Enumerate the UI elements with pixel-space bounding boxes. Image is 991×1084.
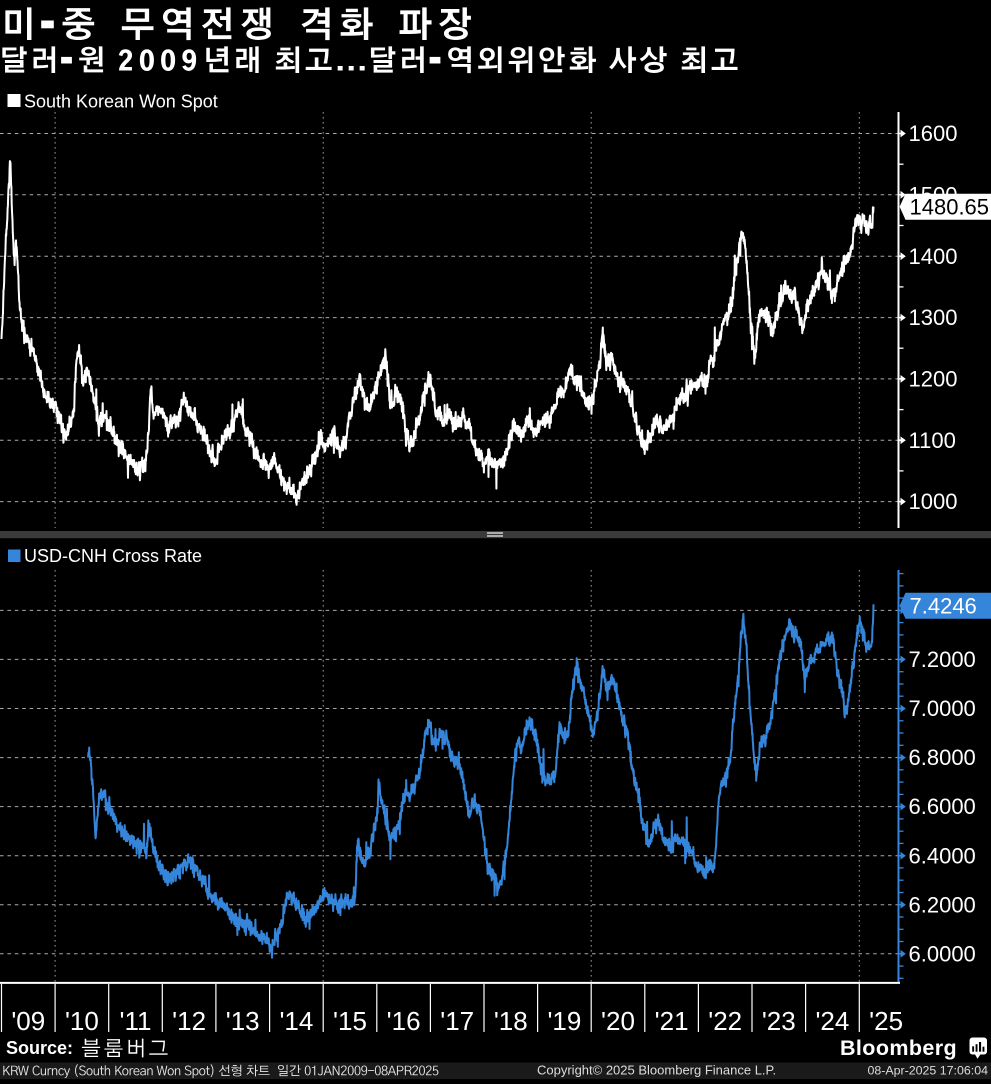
svg-text:'25: '25 bbox=[869, 1006, 903, 1036]
svg-text:'18: '18 bbox=[494, 1006, 528, 1036]
svg-text:'17: '17 bbox=[440, 1006, 474, 1036]
svg-text:'22: '22 bbox=[708, 1006, 742, 1036]
svg-text:'09: '09 bbox=[11, 1006, 45, 1036]
svg-text:6.2000: 6.2000 bbox=[909, 892, 976, 917]
svg-text:1200: 1200 bbox=[909, 367, 958, 392]
svg-text:Bloomberg: Bloomberg bbox=[840, 1036, 957, 1060]
svg-text:1600: 1600 bbox=[909, 121, 958, 146]
svg-text:Copyright© 2025 Bloomberg Fina: Copyright© 2025 Bloomberg Finance L.P. bbox=[537, 1063, 776, 1078]
svg-text:'15: '15 bbox=[333, 1006, 367, 1036]
svg-text:6.6000: 6.6000 bbox=[909, 794, 976, 819]
svg-text:'11: '11 bbox=[120, 1006, 152, 1036]
svg-text:7.2000: 7.2000 bbox=[909, 647, 976, 672]
svg-text:'19: '19 bbox=[547, 1006, 581, 1036]
svg-text:'10: '10 bbox=[65, 1006, 99, 1036]
svg-text:1400: 1400 bbox=[909, 244, 958, 269]
svg-text:6.4000: 6.4000 bbox=[909, 843, 976, 868]
svg-text:08-Apr-2025 17:06:04: 08-Apr-2025 17:06:04 bbox=[867, 1064, 988, 1078]
svg-text:South Korean Won Spot: South Korean Won Spot bbox=[24, 92, 218, 112]
svg-text:'23: '23 bbox=[762, 1006, 796, 1036]
svg-text:USD-CNH Cross Rate: USD-CNH Cross Rate bbox=[24, 546, 202, 566]
svg-text:1480.65: 1480.65 bbox=[910, 195, 990, 220]
svg-text:'12: '12 bbox=[172, 1006, 206, 1036]
svg-text:1100: 1100 bbox=[909, 428, 956, 453]
svg-text:6.0000: 6.0000 bbox=[909, 941, 976, 966]
svg-text:1000: 1000 bbox=[909, 489, 958, 514]
svg-text:Source:: Source: bbox=[6, 1038, 73, 1058]
svg-text:'24: '24 bbox=[815, 1006, 849, 1036]
svg-text:'20: '20 bbox=[601, 1006, 635, 1036]
svg-text:'21: '21 bbox=[655, 1006, 689, 1036]
svg-text:7.0000: 7.0000 bbox=[909, 696, 976, 721]
svg-text:'13: '13 bbox=[226, 1006, 260, 1036]
svg-text:'14: '14 bbox=[279, 1006, 313, 1036]
svg-text:'16: '16 bbox=[387, 1006, 421, 1036]
svg-text:6.8000: 6.8000 bbox=[909, 745, 976, 770]
svg-text:1300: 1300 bbox=[909, 305, 958, 330]
svg-text:7.4246: 7.4246 bbox=[910, 594, 977, 619]
